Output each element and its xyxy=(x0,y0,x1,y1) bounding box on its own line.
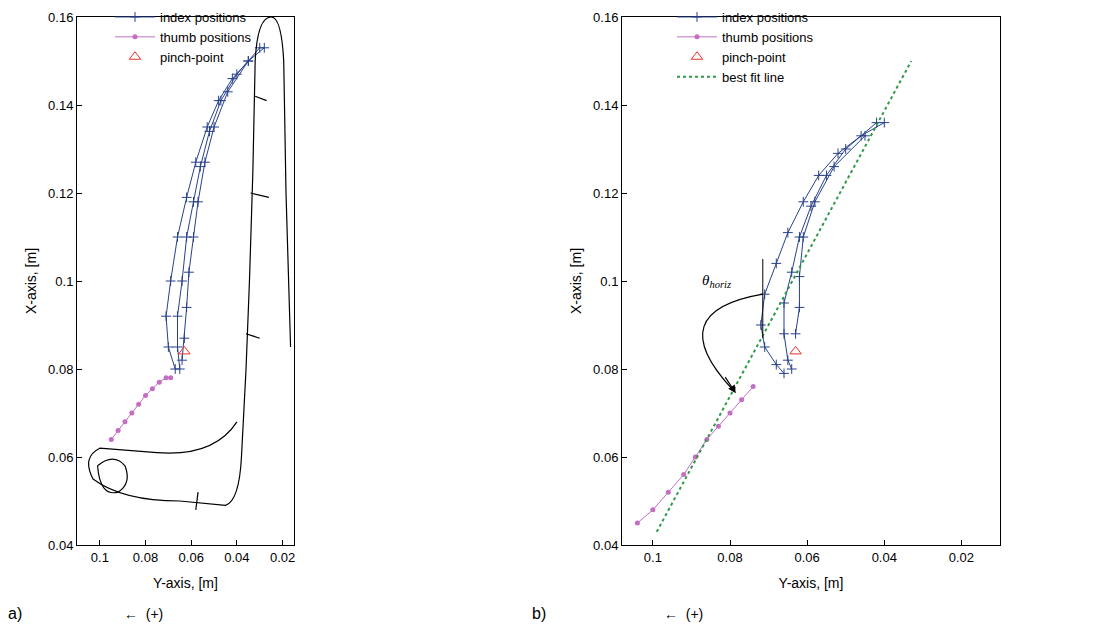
svg-text:0.14: 0.14 xyxy=(593,98,618,113)
svg-text:0.02: 0.02 xyxy=(270,550,295,565)
svg-text:X-axis, [m]: X-axis, [m] xyxy=(568,248,584,314)
svg-text:0.08: 0.08 xyxy=(593,362,618,377)
svg-text:Y-axis, [m]: Y-axis, [m] xyxy=(779,575,844,591)
svg-text:0.06: 0.06 xyxy=(48,450,73,465)
svg-text:0.16: 0.16 xyxy=(48,10,73,25)
svg-text:0.1: 0.1 xyxy=(600,274,618,289)
svg-text:thumb positions: thumb positions xyxy=(722,30,814,45)
svg-text:0.08: 0.08 xyxy=(133,550,158,565)
svg-text:θ​horiz​: θ​horiz​ xyxy=(702,272,731,290)
svg-text:a): a) xyxy=(8,605,22,622)
svg-text:X-axis, [m]: X-axis, [m] xyxy=(23,248,39,314)
svg-text:0.14: 0.14 xyxy=(48,98,73,113)
svg-text:0.16: 0.16 xyxy=(593,10,618,25)
svg-text:0.06: 0.06 xyxy=(593,450,618,465)
svg-text:0.04: 0.04 xyxy=(593,538,618,553)
svg-text:b): b) xyxy=(532,605,546,622)
svg-text:← (+): ← (+) xyxy=(664,606,703,622)
svg-text:0.1: 0.1 xyxy=(91,550,109,565)
svg-text:0.08: 0.08 xyxy=(717,550,742,565)
svg-text:0.12: 0.12 xyxy=(48,186,73,201)
svg-text:0.02: 0.02 xyxy=(949,550,974,565)
svg-text:index positions: index positions xyxy=(722,10,808,25)
svg-text:thumb positions: thumb positions xyxy=(160,30,252,45)
svg-text:0.1: 0.1 xyxy=(55,274,73,289)
svg-text:0.1: 0.1 xyxy=(644,550,662,565)
svg-text:0.06: 0.06 xyxy=(179,550,204,565)
svg-text:0.12: 0.12 xyxy=(593,186,618,201)
svg-text:index positions: index positions xyxy=(160,10,246,25)
svg-text:← (+): ← (+) xyxy=(124,606,163,622)
svg-text:0.08: 0.08 xyxy=(48,362,73,377)
svg-text:0.04: 0.04 xyxy=(224,550,249,565)
svg-text:pinch-point: pinch-point xyxy=(160,50,224,65)
svg-text:0.06: 0.06 xyxy=(794,550,819,565)
svg-text:0.04: 0.04 xyxy=(872,550,897,565)
svg-text:Y-axis, [m]: Y-axis, [m] xyxy=(153,575,218,591)
svg-text:0.04: 0.04 xyxy=(48,538,73,553)
svg-text:best fit line: best fit line xyxy=(722,70,784,85)
svg-text:pinch-point: pinch-point xyxy=(722,50,786,65)
